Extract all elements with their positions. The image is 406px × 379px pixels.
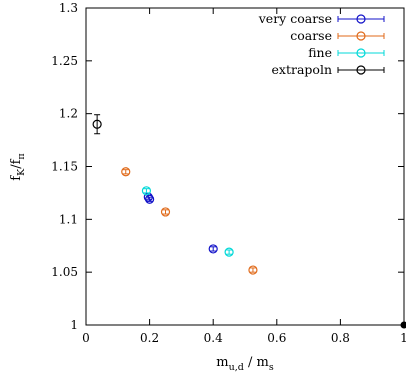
legend-marker — [356, 14, 366, 24]
data-point — [145, 194, 155, 204]
legend-entry: coarse — [290, 28, 385, 43]
legend-entry: fine — [308, 45, 385, 60]
point-marker — [224, 247, 234, 257]
data-point — [224, 247, 234, 257]
axis-ticks — [85, 7, 406, 329]
point-marker — [141, 186, 152, 196]
y-tick-label: 1.15 — [51, 160, 78, 174]
x-tick-label: 0.6 — [267, 331, 286, 345]
y-tick-label: 1.2 — [59, 107, 78, 121]
legend-entry: extrapoln — [272, 62, 385, 77]
axis-tick-labels: 0 0.2 0.4 0.6 0.8 1 1 1.05 1.1 1.15 1.2 1.25 1.3 — [51, 1, 406, 345]
point-marker — [208, 244, 218, 254]
data-markers — [92, 114, 258, 275]
x-tick-label: 0.8 — [331, 331, 350, 345]
y-tick-label: 1 — [70, 318, 78, 332]
point-marker — [121, 167, 131, 177]
data-point — [141, 186, 152, 196]
point-marker — [92, 119, 102, 129]
y-axis-label: fK/fπ — [9, 153, 27, 180]
point-marker — [145, 194, 155, 204]
legend-label: fine — [308, 45, 332, 60]
y-tick-label: 1.05 — [51, 265, 78, 279]
y-tick-label: 1.1 — [59, 212, 78, 226]
legend-label: very coarse — [258, 11, 332, 26]
x-tick-label: 0.2 — [140, 331, 159, 345]
data-point — [208, 244, 218, 254]
plot-frame — [85, 7, 405, 326]
y-tick-label: 1.25 — [51, 54, 78, 68]
legend-label: coarse — [290, 28, 332, 43]
data-point — [92, 114, 102, 135]
x-tick-label: 1 — [400, 331, 406, 345]
x-tick-label: 0.4 — [204, 331, 223, 345]
point-marker — [248, 265, 258, 275]
legend-marker — [356, 31, 366, 41]
legend-entry: very coarse — [258, 11, 385, 26]
point-marker — [160, 207, 171, 217]
data-point — [121, 167, 131, 177]
axis-corner-marker — [400, 321, 406, 329]
data-point — [160, 207, 171, 217]
legend-label: extrapoln — [272, 62, 332, 77]
x-axis-label: mu,d / ms — [216, 355, 274, 373]
y-tick-label: 1.3 — [59, 1, 78, 15]
legend: very coarse coarse fine extrapoln — [258, 11, 385, 77]
legend-marker — [356, 65, 366, 75]
data-point — [248, 265, 258, 275]
x-tick-label: 0 — [82, 331, 90, 345]
legend-marker — [356, 48, 366, 58]
